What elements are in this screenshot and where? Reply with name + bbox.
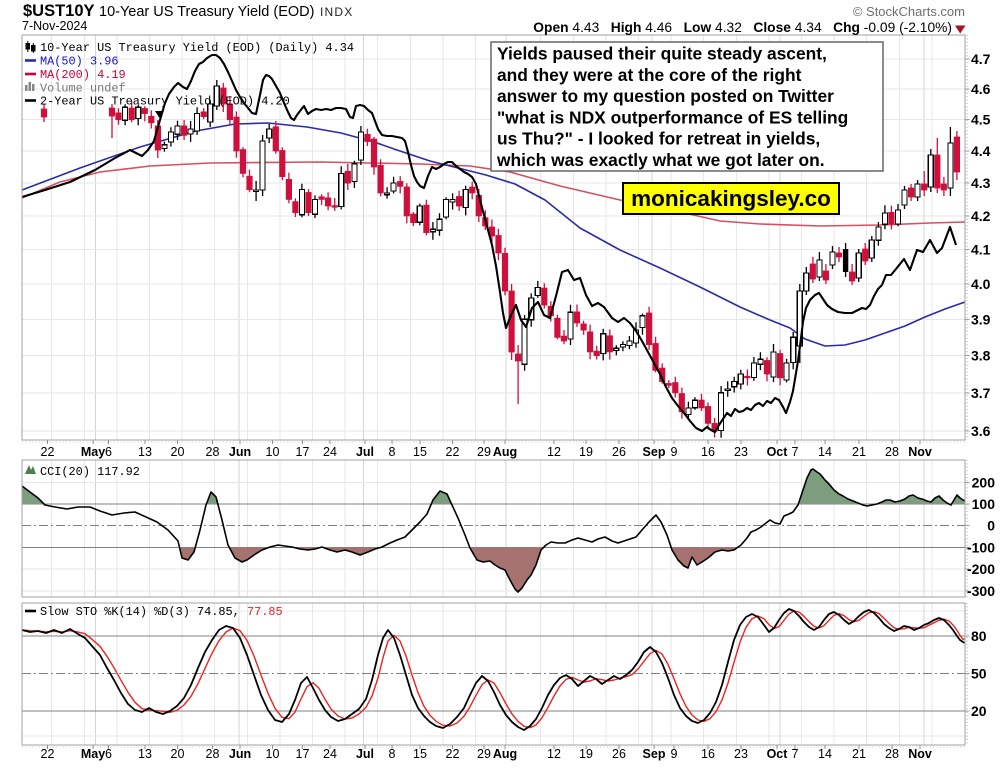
svg-text:13: 13 (138, 445, 152, 459)
svg-text:22: 22 (446, 445, 460, 459)
svg-text:24: 24 (323, 445, 337, 459)
svg-text:4.3: 4.3 (971, 175, 991, 191)
svg-text:Nov: Nov (908, 747, 932, 761)
svg-text:50: 50 (971, 666, 987, 682)
svg-text:May: May (81, 747, 105, 761)
svg-text:200: 200 (972, 474, 996, 490)
svg-text:MA(50) 3.96: MA(50) 3.96 (40, 55, 119, 69)
svg-text:16: 16 (701, 747, 715, 761)
svg-text:and they were at the core of t: and they were at the core of the right (497, 65, 802, 85)
svg-text:4.1: 4.1 (971, 242, 991, 258)
svg-text:14: 14 (818, 445, 832, 459)
svg-text:14: 14 (818, 747, 832, 761)
svg-text:23: 23 (734, 445, 748, 459)
svg-text:20: 20 (971, 703, 987, 719)
svg-text:23: 23 (734, 747, 748, 761)
svg-text:19: 19 (579, 445, 593, 459)
svg-text:20: 20 (171, 445, 185, 459)
svg-text:4.5: 4.5 (971, 112, 991, 128)
svg-text:10-Year US Treasury Yield (EOD: 10-Year US Treasury Yield (EOD) (Daily) … (40, 41, 354, 55)
svg-text:28: 28 (206, 445, 220, 459)
svg-text:3.6: 3.6 (971, 423, 991, 439)
svg-text:Jun: Jun (229, 445, 251, 459)
svg-text:80: 80 (971, 628, 987, 644)
svg-text:Jul: Jul (356, 747, 374, 761)
svg-text:6: 6 (105, 445, 112, 459)
svg-text:29: 29 (477, 747, 491, 761)
svg-text:22: 22 (41, 747, 55, 761)
svg-text:which was exactly what we got: which was exactly what we got later on. (496, 150, 825, 170)
svg-text:2-Year US Treasury Yield (EOD): 2-Year US Treasury Yield (EOD) 4.20 (40, 95, 290, 109)
svg-text:9: 9 (671, 747, 678, 761)
svg-text:24: 24 (323, 747, 337, 761)
svg-text:3.7: 3.7 (971, 385, 991, 401)
svg-text:Aug: Aug (493, 747, 517, 761)
svg-text:22: 22 (41, 445, 55, 459)
svg-text:INDX: INDX (320, 5, 353, 19)
svg-text:4.2: 4.2 (971, 208, 991, 224)
svg-text:Oct: Oct (767, 747, 789, 761)
svg-text:-200: -200 (967, 561, 995, 577)
svg-text:© StockCharts.com: © StockCharts.com (853, 4, 965, 19)
svg-text:7: 7 (792, 747, 799, 761)
svg-text:4.0: 4.0 (971, 276, 991, 292)
svg-text:3.9: 3.9 (971, 311, 991, 327)
svg-text:Jul: Jul (356, 445, 374, 459)
svg-text:Volume undef: Volume undef (40, 82, 126, 96)
svg-text:Open 4.43 High 4.46 Low 4.: Open 4.43 High 4.46 Low 4.32 Close 4.34 … (533, 20, 952, 35)
svg-text:15: 15 (413, 445, 427, 459)
svg-text:May: May (81, 445, 105, 459)
svg-text:28: 28 (885, 747, 899, 761)
svg-text:28: 28 (206, 747, 220, 761)
svg-text:28: 28 (885, 445, 899, 459)
svg-text:Jun: Jun (229, 747, 251, 761)
svg-text:Yields paused their quite stea: Yields paused their quite steady ascent, (497, 44, 827, 64)
svg-text:15: 15 (413, 747, 427, 761)
svg-text:12: 12 (547, 747, 561, 761)
svg-text:MA(200) 4.19: MA(200) 4.19 (40, 68, 126, 82)
svg-text:monicakingsley.co: monicakingsley.co (631, 186, 831, 211)
svg-text:6: 6 (105, 747, 112, 761)
svg-text:0: 0 (987, 518, 995, 534)
svg-text:17: 17 (296, 747, 310, 761)
svg-text:Slow STO %K(14) %D(3) 74.85, 7: Slow STO %K(14) %D(3) 74.85, 77.85 (40, 605, 283, 619)
svg-text:10-Year US Treasury Yield (EOD: 10-Year US Treasury Yield (EOD) (99, 4, 314, 20)
svg-text:21: 21 (852, 747, 866, 761)
svg-text:8: 8 (389, 445, 396, 459)
svg-text:$UST10Y: $UST10Y (23, 2, 95, 20)
svg-text:100: 100 (972, 496, 996, 512)
svg-text:Sep: Sep (643, 445, 666, 459)
svg-text:21: 21 (852, 445, 866, 459)
svg-text:"what is NDX outperformance of: "what is NDX outperformance of ES tellin… (497, 107, 848, 127)
svg-text:29: 29 (477, 445, 491, 459)
svg-text:Aug: Aug (493, 445, 517, 459)
svg-text:7: 7 (792, 445, 799, 459)
svg-text:9: 9 (671, 445, 678, 459)
svg-text:20: 20 (171, 747, 185, 761)
svg-text:Sep: Sep (643, 747, 666, 761)
svg-text:22: 22 (446, 747, 460, 761)
svg-text:4.4: 4.4 (971, 143, 991, 159)
svg-text:12: 12 (547, 445, 561, 459)
svg-text:16: 16 (701, 445, 715, 459)
svg-text:4.6: 4.6 (971, 81, 991, 97)
svg-text:10: 10 (266, 445, 280, 459)
svg-text:-300: -300 (967, 583, 995, 599)
svg-text:-100: -100 (967, 539, 995, 555)
svg-text:13: 13 (138, 747, 152, 761)
svg-text:8: 8 (389, 747, 396, 761)
svg-text:17: 17 (296, 445, 310, 459)
svg-text:answer to my question posted o: answer to my question posted on Twitter (497, 86, 834, 106)
svg-text:7-Nov-2024: 7-Nov-2024 (22, 19, 87, 33)
svg-text:us Thu?" - I looked for retrea: us Thu?" - I looked for retreat in yield… (497, 129, 820, 149)
svg-text:CCI(20) 117.92: CCI(20) 117.92 (40, 465, 140, 479)
svg-text:19: 19 (579, 747, 593, 761)
svg-text:Nov: Nov (908, 445, 932, 459)
svg-text:10: 10 (266, 747, 280, 761)
svg-text:Oct: Oct (767, 445, 789, 459)
svg-text:26: 26 (612, 747, 626, 761)
svg-text:26: 26 (612, 445, 626, 459)
svg-text:4.7: 4.7 (971, 51, 991, 67)
svg-text:3.8: 3.8 (971, 348, 991, 364)
